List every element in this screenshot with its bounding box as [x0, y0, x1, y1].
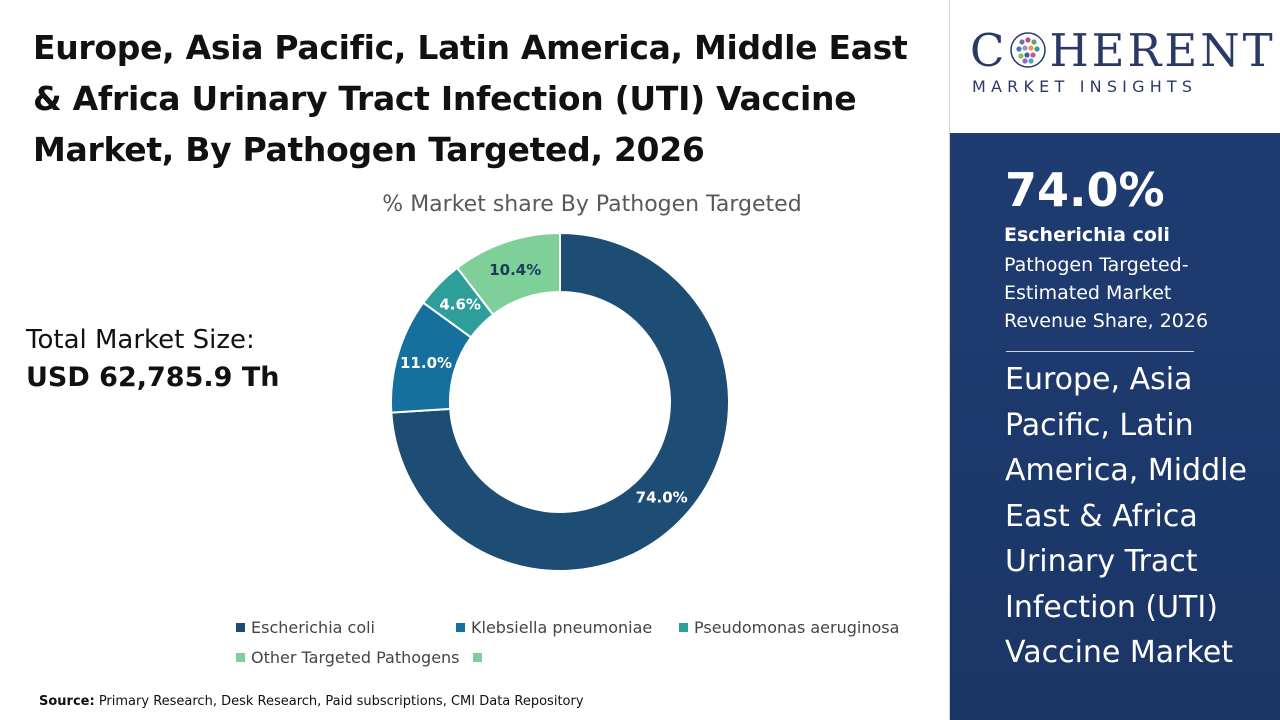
data-label: 10.4%	[489, 261, 541, 279]
highlight-segment: Escherichia coli	[1004, 224, 1170, 246]
legend-swatch	[236, 623, 245, 632]
globe-icon	[1008, 30, 1048, 70]
legend-label: Other Targeted Pathogens	[251, 648, 460, 667]
source-text: Primary Research, Desk Research, Paid su…	[94, 694, 584, 709]
source-note: Source: Primary Research, Desk Research,…	[39, 694, 584, 709]
data-label: 74.0%	[636, 488, 688, 506]
legend-item-other-targeted-pathogens: Other Targeted Pathogens	[236, 648, 488, 667]
legend-item-escherichia-coli: Escherichia coli	[236, 618, 375, 637]
donut-chart-svg: % Market share By Pathogen Targeted 74.0…	[382, 192, 802, 572]
panel-divider	[949, 0, 950, 720]
chart-title: % Market share By Pathogen Targeted	[382, 192, 801, 217]
market-size-label: Total Market Size:	[26, 325, 255, 355]
side-title: Europe, Asia Pacific, Latin America, Mid…	[1005, 362, 1247, 670]
legend-swatch	[472, 653, 482, 662]
logo-brand-left: C	[970, 24, 1008, 77]
divider	[1006, 351, 1194, 352]
legend-label: Escherichia coli	[251, 618, 375, 637]
legend-item-klebsiella-pneumoniae: Klebsiella pneumoniae	[456, 618, 652, 637]
donut-slice	[455, 231, 561, 317]
legend-label: Pseudomonas aeruginosa	[694, 618, 900, 637]
highlight-box: 74.0% Escherichia coli Pathogen Targeted…	[950, 133, 1280, 720]
market-size-value: USD 62,785.9 Th	[26, 362, 280, 393]
data-label: 4.6%	[439, 296, 481, 314]
donut-slice	[390, 231, 730, 572]
legend-swatch	[236, 653, 245, 662]
logo-wordmark: C HERENT	[970, 26, 1276, 76]
donut-chart: % Market share By Pathogen Targeted 74.0…	[380, 185, 820, 585]
data-label: 11.0%	[400, 354, 452, 372]
page-title: Europe, Asia Pacific, Latin America, Mid…	[33, 28, 908, 169]
highlight-description: Pathogen Targeted- Estimated Market Reve…	[1004, 254, 1209, 332]
logo: C HERENT MARKET INSIGHTS	[950, 0, 1280, 133]
legend-item-pseudomonas-aeruginosa: Pseudomonas aeruginosa	[679, 618, 899, 637]
logo-tagline: MARKET INSIGHTS	[972, 77, 1198, 96]
highlight-value: 74.0%	[1005, 163, 1165, 217]
side-panel: C HERENT MARKET INSIGHTS	[950, 0, 1280, 720]
source-label: Source:	[39, 694, 95, 709]
chart-legend: Escherichia coli Klebsiella pneumoniae P…	[236, 618, 916, 678]
main-panel: Europe, Asia Pacific, Latin America, Mid…	[26, 28, 916, 709]
logo-brand-right: HERENT	[1049, 24, 1276, 77]
legend-label: Klebsiella pneumoniae	[471, 618, 653, 637]
legend-swatch	[679, 623, 688, 632]
legend-swatch	[456, 623, 465, 632]
